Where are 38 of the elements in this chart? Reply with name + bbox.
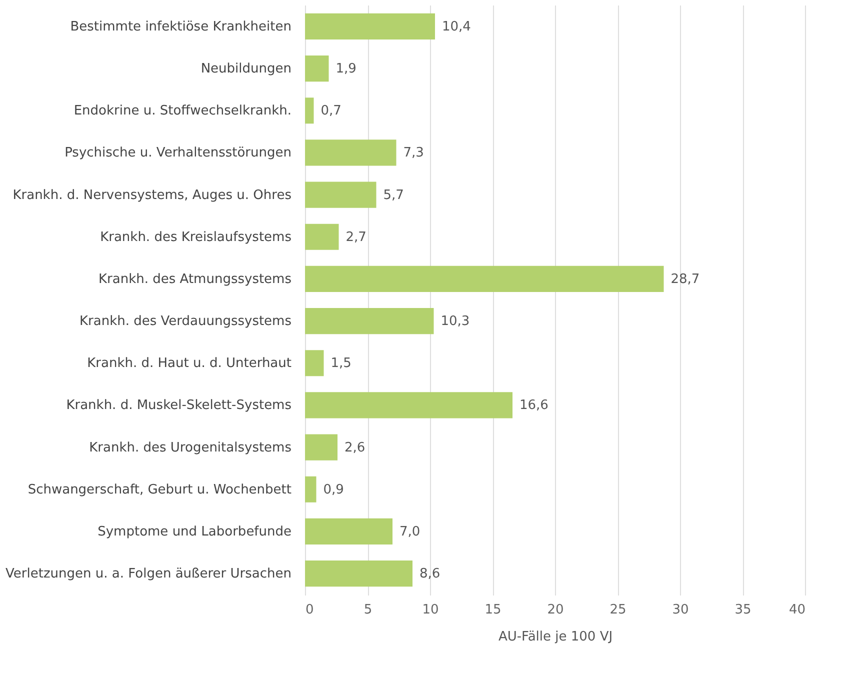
x-tick-label: 5 (364, 602, 372, 618)
x-tick-label: 10 (422, 602, 439, 618)
y-tick-label: Krankh. des Kreislaufsystems (100, 230, 292, 245)
data-label: 5,7 (383, 188, 404, 203)
data-label: 2,6 (344, 440, 366, 456)
data-label: 10,4 (442, 19, 471, 34)
data-label: 0,9 (323, 482, 344, 498)
data-label: 1,5 (330, 356, 352, 372)
x-tick-label: 30 (672, 602, 689, 618)
data-label: 16,6 (520, 398, 548, 414)
y-tick-label: Verletzungen u. a. Folgen äußerer Ursachen (6, 566, 292, 582)
y-tick-label: Krankh. des Verdauungssystems (80, 314, 292, 330)
x-axis-title: AU-Fälle je 100 VJ (498, 630, 613, 644)
data-label: 7,3 (403, 146, 424, 161)
x-tick-label: 40 (788, 602, 806, 618)
x-tick-label: 20 (547, 602, 564, 618)
x-tick-label: 35 (734, 602, 752, 618)
data-label: 8,6 (420, 566, 440, 582)
data-label: 0,7 (320, 104, 342, 119)
y-tick-label: Krankh. d. Nervensystems, Auges u. Ohres (12, 188, 292, 203)
x-tick-label: 15 (484, 602, 502, 618)
x-tick-label: 25 (610, 602, 626, 618)
y-tick-label: Bestimmte infektiöse Krankheiten (70, 19, 292, 34)
data-label: 7,0 (400, 524, 420, 540)
data-label: 2,7 (346, 230, 366, 245)
data-label: 28,7 (670, 272, 700, 287)
data-label: 1,9 (336, 62, 356, 77)
y-tick-label: Schwangerschaft, Geburt u. Wochenbett (28, 482, 292, 498)
y-tick-label: Psychische u. Verhaltensstörungen (64, 146, 292, 161)
y-tick-label: Krankh. d. Haut u. d. Unterhaut (87, 356, 292, 372)
y-tick-label: Krankh. des Atmungssystems (98, 272, 292, 287)
y-tick-label: Symptome und Laborbefunde (98, 524, 292, 540)
y-tick-label: Krankh. d. Muskel-Skelett-Systems (66, 398, 292, 414)
y-tick-label: Endokrine u. Stoffwechselkrankh. (74, 104, 292, 119)
y-tick-label: Neubildungen (200, 62, 292, 77)
x-tick-label: 0 (306, 602, 314, 618)
data-label: 10,3 (440, 314, 470, 330)
y-tick-label: Krankh. des Urogenitalsystems (89, 440, 292, 456)
